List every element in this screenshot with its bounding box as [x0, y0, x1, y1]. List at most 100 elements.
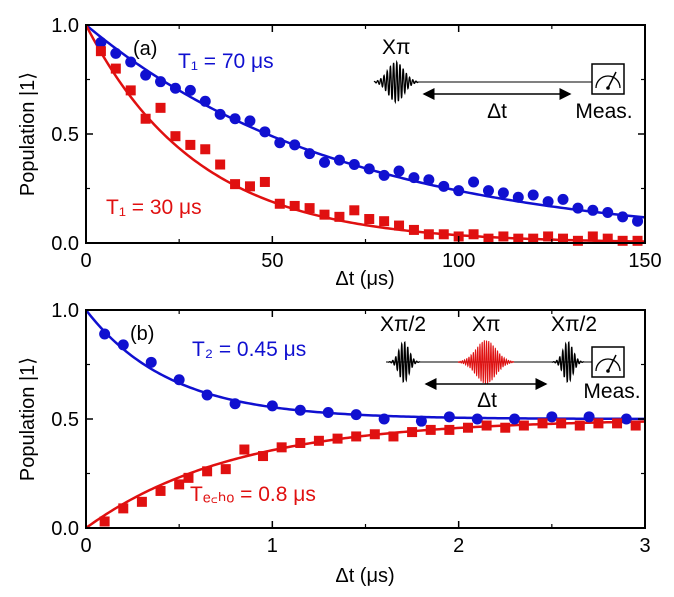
data-point-red	[220, 464, 231, 475]
data-point-red	[528, 233, 539, 244]
panel-a: 0 50 100 150 0.0 0.5 1.0 Population |1⟩ Δt (μs…	[17, 15, 662, 290]
data-point-blue	[319, 156, 331, 168]
fit-curve-red	[85, 420, 646, 530]
pulse-sequence-diagram-a: Xπ Δt Meas.	[373, 36, 633, 123]
data-point-blue	[393, 165, 405, 177]
data-point-blue	[184, 84, 196, 96]
data-point-blue	[509, 413, 521, 425]
data-point-blue	[173, 374, 185, 386]
panel-label-b: (b)	[130, 323, 154, 345]
ticks-a: 0 50 100 150 0.0 0.5 1.0	[51, 15, 662, 272]
data-points-b	[99, 328, 641, 527]
data-point-blue	[229, 113, 241, 125]
data-point-blue	[363, 163, 375, 175]
t1-blue-annotation: T₁ = 70 μs	[178, 50, 274, 73]
data-point-red	[617, 235, 628, 246]
data-point-blue	[468, 176, 480, 188]
data-point-red	[438, 229, 449, 240]
data-point-red	[602, 233, 613, 244]
data-point-red	[351, 431, 362, 442]
x-tick-label: 100	[442, 250, 475, 272]
data-point-blue	[482, 185, 494, 197]
data-point-blue	[214, 108, 226, 120]
data-point-blue	[304, 148, 316, 160]
data-point-red	[258, 451, 269, 462]
data-point-blue	[294, 404, 306, 416]
data-point-blue	[99, 328, 111, 340]
data-point-blue	[438, 180, 450, 192]
data-point-red	[304, 203, 315, 214]
data-point-red	[185, 139, 196, 150]
x-tick-label: 2	[453, 535, 464, 557]
data-point-blue	[423, 174, 435, 186]
data-point-red	[462, 422, 473, 433]
data-points-a	[95, 36, 644, 246]
x-pi-pulse-label-a: Xπ	[382, 36, 411, 59]
data-point-red	[379, 216, 390, 227]
data-point-red	[99, 516, 110, 527]
data-point-blue	[546, 411, 558, 423]
data-point-blue	[274, 137, 286, 149]
data-point-red	[125, 85, 136, 96]
y-tick-label: 0.5	[51, 124, 79, 146]
data-point-blue	[408, 172, 420, 184]
data-point-red	[543, 231, 554, 242]
data-point-red	[244, 181, 255, 192]
data-point-red	[558, 233, 569, 244]
data-point-blue	[145, 356, 157, 368]
x-tick-label: 0	[80, 535, 91, 557]
data-point-blue	[229, 398, 241, 410]
techo-red-annotation: Tₑ꜀ₕₒ = 0.8 μs	[190, 483, 316, 506]
x-tick-label: 50	[261, 250, 283, 272]
microwave-pulse-a	[373, 59, 419, 105]
data-point-red	[423, 229, 434, 240]
data-point-red	[319, 209, 330, 220]
data-point-blue	[587, 204, 599, 216]
data-point-red	[587, 231, 598, 242]
data-point-red	[259, 176, 270, 187]
x-tick-label: 150	[628, 250, 661, 272]
data-point-blue	[140, 69, 152, 81]
data-point-blue	[583, 411, 595, 423]
data-point-blue	[378, 413, 390, 425]
data-point-red	[572, 235, 583, 246]
data-point-red	[537, 418, 548, 429]
meter-icon	[591, 346, 625, 378]
y-axis-label-a: Population |1⟩	[17, 72, 39, 196]
data-point-blue	[617, 211, 629, 223]
data-point-red	[155, 485, 166, 496]
data-point-red	[513, 233, 524, 244]
data-point-red	[574, 420, 585, 431]
data-point-blue	[602, 206, 614, 218]
data-point-red	[349, 205, 360, 216]
ticks-b: 0 1 2 3 0.0 0.5 1.0	[51, 300, 650, 557]
x-tick-label: 1	[267, 535, 278, 557]
data-point-red	[289, 200, 300, 211]
data-point-blue	[201, 389, 213, 401]
delay-label-b: Δt	[477, 389, 497, 412]
x-tick-label: 0	[80, 250, 91, 272]
data-point-blue	[350, 409, 362, 421]
data-point-red	[425, 424, 436, 435]
data-point-red	[313, 435, 324, 446]
data-point-blue	[443, 411, 455, 423]
data-point-red	[239, 444, 250, 455]
meter-icon	[591, 63, 625, 95]
x-pi-half-label-1: Xπ/2	[380, 313, 426, 336]
data-point-red	[394, 220, 405, 231]
data-point-blue	[322, 406, 334, 418]
meas-label-a: Meas.	[575, 100, 632, 123]
meas-label-b: Meas.	[583, 380, 640, 403]
data-point-red	[230, 179, 241, 190]
data-point-red	[364, 214, 375, 225]
data-point-red	[630, 420, 641, 431]
x-tick-label: 3	[639, 535, 650, 557]
data-point-blue	[348, 159, 360, 171]
data-point-blue	[453, 185, 465, 197]
fit-curve-blue	[85, 24, 646, 219]
data-point-red	[408, 224, 419, 235]
data-point-blue	[333, 154, 345, 166]
data-point-red	[95, 46, 106, 57]
data-point-red	[140, 113, 151, 124]
data-point-red	[276, 442, 287, 453]
